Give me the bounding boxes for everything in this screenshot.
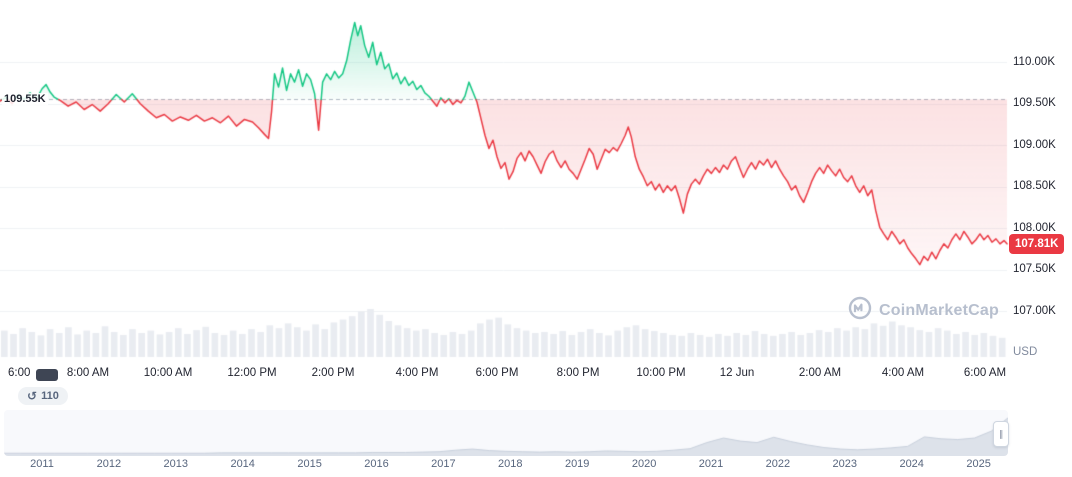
timeline-year-label: 2018	[498, 458, 523, 470]
x-tick-label: 8:00 AM	[66, 367, 110, 379]
y-tick-label: 107.50K	[1013, 263, 1056, 276]
y-tick-label: 110.00K	[1013, 55, 1055, 68]
timeline-year-label: 2014	[230, 458, 255, 470]
timeline-year-label: 2024	[899, 458, 924, 470]
timeline-scrubber[interactable]: ∥	[4, 410, 1009, 456]
timeline-year-label: 2012	[96, 458, 122, 470]
y-tick-label: 109.00K	[1013, 138, 1056, 151]
x-tick-label: 8:00 PM	[556, 367, 600, 379]
y-tick-label: 108.50K	[1013, 180, 1056, 193]
history-badge-count: 110	[41, 390, 59, 402]
timeline-year-label: 2016	[364, 458, 389, 470]
drag-handle-icon: ∥	[998, 428, 1004, 439]
x-tick-label: 2:00 AM	[798, 367, 842, 379]
x-tick-label: 12 Jun	[719, 367, 755, 379]
x-tick-label: 10:00 AM	[143, 367, 193, 379]
coinmarketcap-logo-icon	[848, 296, 872, 325]
x-tick-label: 6:00 AM	[963, 367, 1007, 379]
y-tick-label: 107.00K	[1013, 304, 1056, 317]
timeline-years: 2011 2012 2013 2014 2015 2016 2017 2018 2019 2020…	[0, 458, 1072, 474]
timeline-year-label: 2023	[832, 458, 858, 470]
timeline-year-label: 2025	[966, 458, 991, 470]
current-price-badge: 107.81K	[1009, 233, 1065, 254]
x-tick-label: 12:00 PM	[227, 367, 277, 379]
x-tick-label: 4:00 AM	[881, 367, 925, 379]
x-tick-label: 10:00 PM	[636, 367, 686, 379]
timeline-year-label: 2017	[431, 458, 456, 470]
scrubber-handle[interactable]: ∥	[993, 421, 1009, 447]
price-chart-canvas[interactable]	[0, 0, 1072, 360]
y-tick-label: 109.50K	[1013, 97, 1056, 110]
timeline-canvas[interactable]	[4, 410, 1008, 456]
axis-marker-badge	[36, 369, 58, 381]
timeline-year-label: 2015	[297, 458, 322, 470]
baseline-price-label: 109.55K	[2, 92, 48, 105]
x-tick-label: 2:00 PM	[311, 367, 355, 379]
timeline-year-label: 2021	[698, 458, 724, 470]
x-tick-label: 6:00 PM	[475, 367, 519, 379]
x-tick-label: 6:00	[8, 367, 31, 379]
timeline-year-label: 2020	[631, 458, 657, 470]
x-tick-label: 4:00 PM	[395, 367, 439, 379]
watermark: CoinMarketCap	[848, 296, 999, 325]
timeline-year-label: 2019	[564, 458, 590, 470]
timeline-year-label: 2011	[30, 458, 54, 470]
y-axis-unit-label: USD	[1013, 346, 1038, 359]
history-badge: ↺ 110	[18, 387, 68, 405]
timeline-year-label: 2022	[765, 458, 791, 470]
watermark-text: CoinMarketCap	[879, 301, 999, 319]
timeline-year-label: 2013	[163, 458, 189, 470]
history-icon: ↺	[27, 389, 38, 403]
y-tick-label: 108.00K	[1013, 221, 1056, 234]
